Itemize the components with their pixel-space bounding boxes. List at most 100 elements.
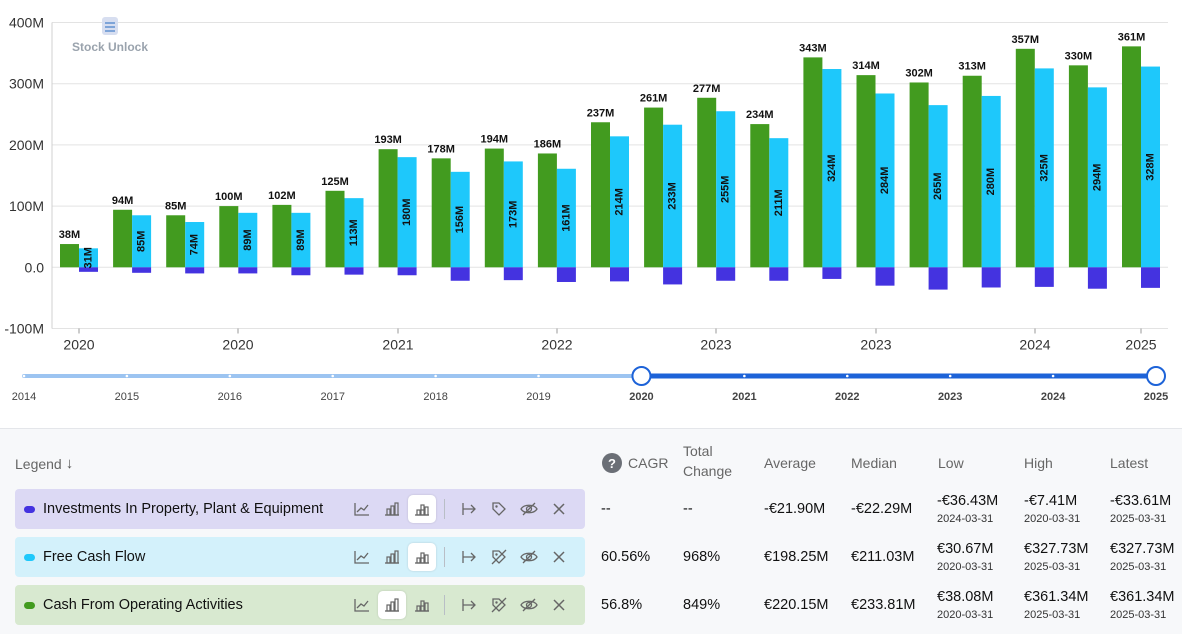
bar-investments-ppe [1141,267,1160,288]
data-label: 330M [1065,50,1093,62]
bar-cash-from-operations [378,149,398,268]
bar-free-cash-flow [132,215,152,268]
data-label: 325M [1038,154,1050,182]
high-date: 2020-03-31 [1024,513,1081,525]
bar-free-cash-flow [716,111,736,268]
move-to-axis-icon[interactable] [455,543,483,571]
latest-date: 2025-03-31 [1110,609,1167,621]
legend-row[interactable]: Investments In Property, Plant & Equipme… [15,489,585,529]
stacked-bar-icon[interactable] [408,591,436,619]
median-value: €211.03M [851,549,915,565]
move-to-axis-icon[interactable] [455,591,483,619]
bar-cash-from-operations [591,122,610,268]
legend-row[interactable]: Cash From Operating Activities [15,585,585,625]
bar-cash-from-operations [272,204,292,268]
stacked-bar-icon[interactable] [408,543,436,571]
stacked-bar-icon[interactable] [408,495,436,523]
data-label: 193M [374,134,402,146]
data-label: 233M [667,182,679,210]
bar-investments-ppe [928,267,948,290]
bar-investments-ppe [822,267,842,279]
cagr-header: ? CAGR [602,453,668,473]
bar-free-cash-flow [397,157,417,268]
sort-arrow-icon[interactable]: ↓ [65,455,74,472]
low-value: €38.08M [937,589,994,605]
bar-investments-ppe [79,267,98,272]
slider-year-label: 2014 [12,391,36,403]
data-label: 313M [958,61,986,73]
y-tick-label: 300M [9,76,44,92]
bar-investments-ppe [344,267,364,275]
data-label: 284M [879,167,891,195]
slider-end-handle[interactable] [1146,366,1166,386]
bar-free-cash-flow [1141,66,1160,268]
bar-cash-from-operations [166,215,186,268]
watermark-text: Stock Unlock [72,40,148,54]
bar-investments-ppe [291,267,311,276]
year-range-slider[interactable]: 2014 2015 2016 2017 2018 2019 2020 2021 2022 2023… [12,366,1168,403]
bar-investments-ppe [981,267,1001,288]
legend-header[interactable]: Legend ↓ [15,455,73,472]
move-to-axis-icon[interactable] [455,495,483,523]
tag-off-icon[interactable] [485,543,513,571]
slider-tick [743,374,746,378]
low-value: -€36.43M [937,493,999,509]
data-label: 89M [242,229,254,250]
data-label: 161M [560,204,572,232]
series-name: Free Cash Flow [43,549,146,565]
low-value: €30.67M [937,541,994,557]
slider-tick [434,374,437,378]
series-toolbar [346,543,573,571]
x-tick-label: 2020 [222,337,253,353]
slider-year-label: 2019 [526,391,550,403]
line-chart-icon[interactable] [348,591,376,619]
total-change-value: 968% [683,549,721,565]
bar-cash-from-operations [1015,48,1035,268]
close-icon[interactable] [545,591,573,619]
slider-tick [537,374,540,378]
bar-cash-from-operations [644,107,664,268]
slider-year-label: 2016 [218,391,242,403]
data-label: 186M [534,138,562,150]
bar-icon[interactable] [378,591,406,619]
tag-icon[interactable] [485,495,513,523]
legend-panel: Legend ↓ ? CAGR Total Change Average Med… [0,428,1182,634]
bar-investments-ppe [132,267,152,273]
slider-year-label: 2020 [629,391,653,403]
cagr-value: 56.8% [601,597,643,613]
eye-off-icon[interactable] [515,591,543,619]
x-tick-label: 2023 [860,337,891,353]
low-date: 2020-03-31 [937,561,994,573]
close-icon[interactable] [545,495,573,523]
y-tick-label: 400M [9,15,44,31]
bar-free-cash-flow [185,222,205,268]
bar-cash-from-operations [537,153,557,268]
help-icon[interactable]: ? [602,453,622,473]
close-icon[interactable] [545,543,573,571]
total-change-header: Total Change [683,441,743,481]
legend-row[interactable]: Free Cash Flow [15,537,585,577]
data-label: 214M [614,188,626,216]
y-tick-label: 100M [9,198,44,214]
latest-header: Latest [1110,455,1149,471]
data-label: 361M [1118,31,1146,43]
slider-start-handle[interactable] [631,366,652,386]
bar-cash-from-operations [750,124,770,268]
bar-free-cash-flow [503,161,523,268]
bar-investments-ppe [716,267,736,281]
median-header: Median [851,455,897,471]
series-toolbar [346,591,573,619]
bar-icon[interactable] [378,543,406,571]
slider-tick [948,374,952,378]
average-value: €198.25M [764,549,829,565]
tag-off-icon[interactable] [485,591,513,619]
line-chart-icon[interactable] [348,495,376,523]
bar-cash-from-operations [697,97,717,268]
eye-off-icon[interactable] [515,495,543,523]
toolbar-separator [444,547,445,567]
slider-tick [22,374,26,378]
eye-off-icon[interactable] [515,543,543,571]
bar-icon[interactable] [378,495,406,523]
line-chart-icon[interactable] [348,543,376,571]
